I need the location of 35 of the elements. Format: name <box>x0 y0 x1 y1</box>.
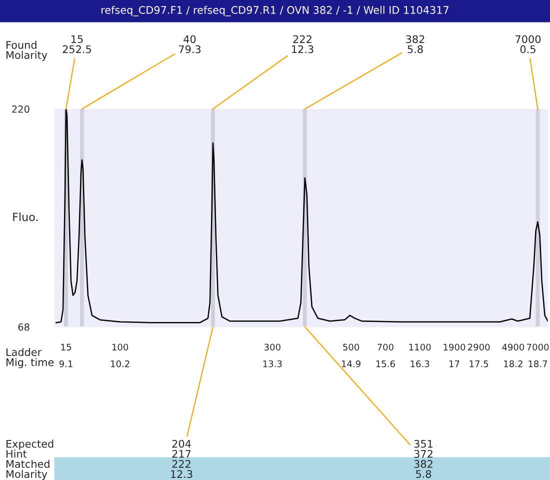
annotation: 222 12.3 <box>292 35 314 54</box>
x-tick-label: 18.2 <box>504 360 522 368</box>
annotation: 382 5.8 <box>406 35 424 54</box>
text: 7000 <box>527 344 549 351</box>
text: 500 <box>343 344 360 351</box>
text: 15 <box>61 344 71 351</box>
y-tick-label: 68 <box>18 323 30 331</box>
text: 700 <box>378 344 394 351</box>
x-tick-label: 16.3 <box>410 360 430 368</box>
x-tick-label: 10.2 <box>111 360 130 368</box>
annotation: 204 217 222 12.3 <box>171 440 192 478</box>
x-tick-label: 13.3 <box>263 360 282 368</box>
y-axis-title: Fluo. <box>13 212 38 222</box>
text: Ladder Mig. time <box>6 348 54 368</box>
annotation: 7000 0.5 <box>516 35 541 54</box>
x-tick-label: 15.6 <box>376 360 395 368</box>
text: 1900 <box>444 344 466 351</box>
text: Expected Hint Matched Molarity <box>6 440 54 480</box>
text: 1100 <box>409 344 431 351</box>
x-tick-label: 17.5 <box>470 360 488 368</box>
annotation: 15 252.5 <box>62 35 91 54</box>
line-series <box>55 108 548 324</box>
x-tick-label: 14.9 <box>342 360 360 368</box>
x-tick-label: 17 <box>449 360 460 368</box>
x-tick-label: 18.7 <box>528 360 548 368</box>
chart-title: refseq_CD97.F1 / refseq_CD97.R1 / OVN 382 / -1 / Well ID 1104317 <box>102 6 449 16</box>
text: 300 <box>264 344 280 351</box>
x-tick-label: 9.1 <box>59 360 72 368</box>
text: 4900 <box>502 344 524 351</box>
annotation: 40 79.3 <box>179 35 201 54</box>
annotation: 351 372 382 5.8 <box>414 440 432 478</box>
text: Found Molarity <box>6 40 48 61</box>
text: 100 <box>112 344 128 351</box>
text: 2900 <box>468 344 490 351</box>
y-tick-label: 220 <box>12 105 30 113</box>
